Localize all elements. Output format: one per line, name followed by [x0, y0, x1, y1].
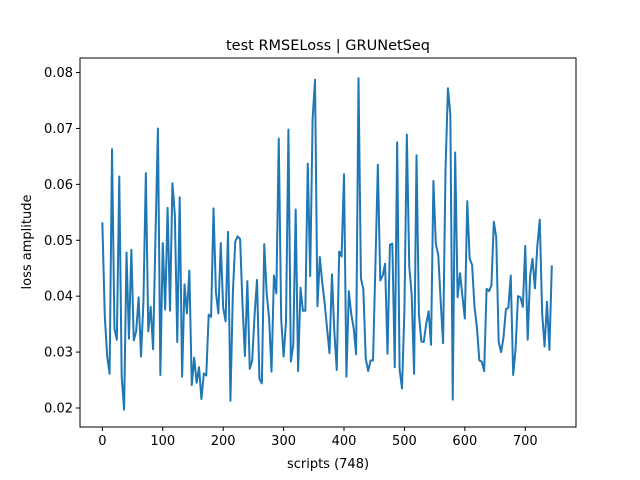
y-axis-ticks: 0.02 0.03 0.04 0.05 0.06 0.07 0.08 [44, 66, 80, 416]
x-axis-ticks: 0 100 200 300 400 500 600 700 [98, 427, 538, 449]
x-tick-label: 300 [271, 434, 296, 449]
y-axis-label: loss amplitude [20, 195, 35, 290]
chart-title: test RMSELoss | GRUNetSeq [226, 38, 430, 54]
x-tick-label: 400 [332, 434, 357, 449]
axes-frame [79, 57, 577, 428]
y-tick-label: 0.07 [44, 122, 73, 137]
x-tick-label: 200 [211, 434, 236, 449]
x-tick-label: 700 [513, 434, 538, 449]
series-line [101, 77, 553, 411]
x-tick-label: 100 [150, 434, 175, 449]
x-tick-label: 0 [98, 434, 106, 449]
x-axis-label: scripts (748) [287, 457, 369, 472]
y-tick-label: 0.03 [44, 346, 73, 361]
y-tick-label: 0.02 [44, 401, 73, 416]
plot-area [101, 77, 553, 411]
y-tick-label: 0.08 [44, 66, 73, 81]
y-tick-label: 0.06 [44, 178, 73, 193]
y-tick-label: 0.05 [44, 234, 73, 249]
x-tick-label: 500 [392, 434, 417, 449]
y-tick-label: 0.04 [44, 290, 73, 305]
x-tick-label: 600 [452, 434, 477, 449]
